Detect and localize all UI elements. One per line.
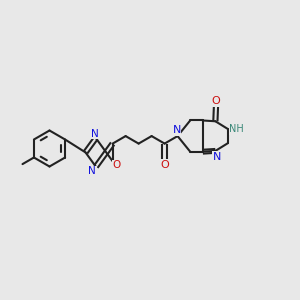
Text: O: O	[160, 160, 169, 170]
Text: N: N	[213, 152, 221, 162]
Text: NH: NH	[229, 124, 244, 134]
Text: O: O	[113, 160, 121, 170]
Text: N: N	[88, 166, 96, 176]
Text: N: N	[91, 129, 98, 139]
Text: O: O	[212, 96, 220, 106]
Text: N: N	[172, 125, 181, 135]
